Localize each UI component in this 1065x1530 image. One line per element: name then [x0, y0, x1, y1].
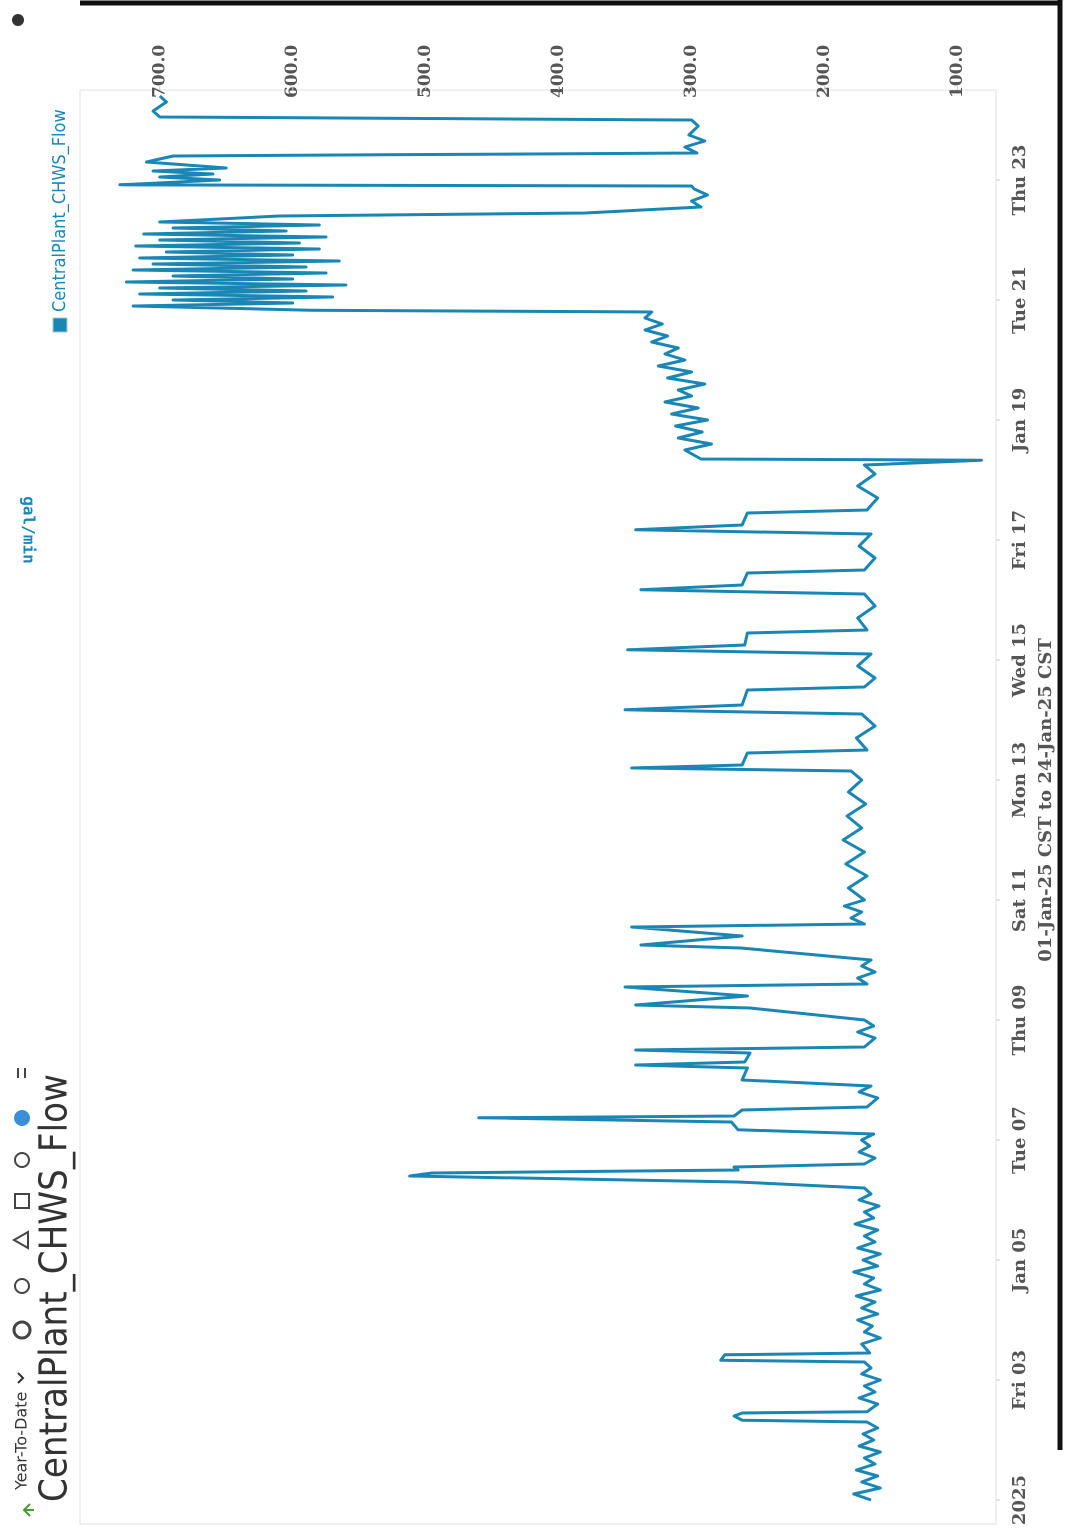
- toolbar: [11, 1068, 32, 1340]
- x-tick-label: Jan 05: [1009, 1228, 1030, 1295]
- x-tick-label: Wed 15: [1009, 623, 1030, 698]
- y-tick-label: 300.0: [681, 45, 701, 98]
- x-tick-label: Sat 11: [1009, 868, 1030, 932]
- menu-button[interactable]: [17, 1068, 26, 1078]
- y-axis-label: gal/min: [20, 496, 39, 563]
- x-tick-label: Fri 17: [1009, 510, 1030, 570]
- view-button[interactable]: [14, 1152, 30, 1168]
- settings-button[interactable]: [12, 14, 24, 26]
- x-tick-label: Tue 21: [1009, 266, 1030, 334]
- plot-frame: [79, 89, 997, 1525]
- y-tick-label: 400.0: [548, 45, 568, 98]
- chart-title: CentralPlant_CHWS_Flow: [32, 1074, 76, 1502]
- zoom-button[interactable]: [12, 1320, 32, 1340]
- up-icon[interactable]: [22, 1503, 34, 1517]
- x-tick-label: Fri 03: [1009, 1350, 1030, 1410]
- x-tick-label: Tue 07: [1009, 1106, 1030, 1174]
- x-tick-label: Jan 19: [1009, 388, 1030, 455]
- y-tick-label: 600.0: [282, 45, 302, 98]
- x-axis-label: 01-Jan-25 CST to 24-Jan-25 CST: [1035, 638, 1056, 962]
- y-tick-label: 700.0: [149, 45, 169, 98]
- zoom-out-button[interactable]: [14, 1278, 30, 1294]
- x-tick-label: Mon 13: [1009, 742, 1030, 818]
- x-tick-label: 2025: [1009, 1475, 1030, 1525]
- info-button[interactable]: [14, 1110, 30, 1126]
- range-selector[interactable]: Year-To-Date: [12, 1392, 31, 1491]
- y-tick-label: 200.0: [814, 45, 834, 98]
- x-tick-label: Thu 23: [1009, 145, 1030, 216]
- x-tick-label: Thu 09: [1009, 985, 1030, 1056]
- legend-swatch: [52, 317, 68, 333]
- dropdown-caret[interactable]: [17, 1372, 25, 1384]
- data-line: [118, 94, 983, 1502]
- y-tick-label: 100.0: [947, 45, 967, 98]
- annotate-button[interactable]: [11, 1230, 29, 1250]
- export-button[interactable]: [14, 1193, 30, 1209]
- legend-label: CentralPlant_CHWS_Flow: [49, 109, 70, 312]
- y-tick-label: 500.0: [415, 45, 435, 98]
